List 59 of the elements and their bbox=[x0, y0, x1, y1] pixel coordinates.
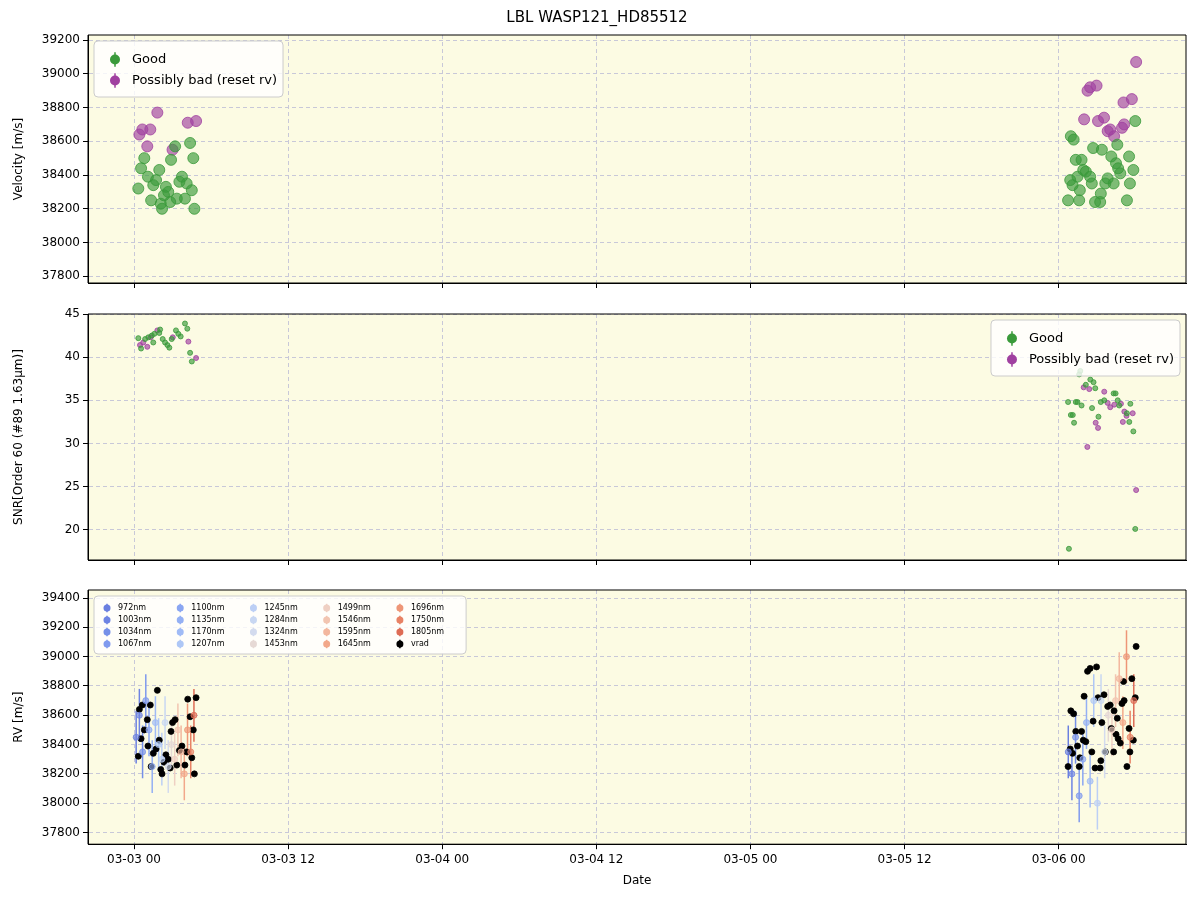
y-tick-label: 39200 bbox=[41, 32, 80, 47]
legend-label: Good bbox=[132, 50, 167, 66]
legend-label: 1750nm bbox=[410, 615, 445, 625]
legend-label: 1546nm bbox=[337, 615, 372, 625]
legend-label: 1324nm bbox=[264, 627, 298, 637]
x-tick-label: 03-03 00 bbox=[107, 851, 161, 866]
y-tick-label: 45 bbox=[64, 306, 80, 321]
legend-label: 1067nm bbox=[118, 639, 152, 649]
legend-label: 1696nm bbox=[410, 603, 445, 613]
y-axis-title: RV [m/s] bbox=[11, 691, 26, 743]
y-axis-title: SNR[Order 60 (#89 1.63μm)] bbox=[11, 349, 26, 525]
y-tick-label: 38800 bbox=[41, 678, 80, 693]
legend-label: 1453nm bbox=[264, 639, 298, 649]
legend-label: Good bbox=[1028, 329, 1064, 345]
x-tick-label: 03-05 12 bbox=[877, 851, 932, 866]
y-tick-label: 30 bbox=[64, 435, 80, 450]
x-tick-label: 03-04 12 bbox=[569, 851, 624, 866]
y-tick-label: 20 bbox=[64, 521, 80, 536]
y-tick-label: 38400 bbox=[41, 167, 80, 182]
y-tick-label: 37800 bbox=[41, 824, 80, 839]
x-tick-label: 03-06 00 bbox=[1031, 851, 1086, 866]
legend-label: 1645nm bbox=[337, 639, 372, 649]
legend-label: 1207nm bbox=[191, 639, 225, 649]
y-tick-label: 38800 bbox=[41, 99, 80, 114]
x-tick-label: 03-04 00 bbox=[415, 851, 470, 866]
y-tick-label: 25 bbox=[64, 478, 80, 493]
legend-label: 972nm bbox=[118, 603, 147, 613]
legend-label: vrad bbox=[410, 639, 429, 649]
x-tick-label: 03-03 12 bbox=[261, 851, 316, 866]
y-tick-label: 38600 bbox=[41, 707, 80, 722]
legend-label: 1499nm bbox=[337, 603, 372, 613]
legend-label: 1595nm bbox=[337, 627, 372, 637]
y-axis-title: Velocity [m/s] bbox=[11, 117, 26, 201]
legend-label: 1100nm bbox=[191, 603, 225, 613]
legend-label: Possibly bad (reset rv) bbox=[132, 71, 278, 87]
y-tick-label: 35 bbox=[64, 392, 80, 407]
legend-label: 1805nm bbox=[410, 627, 445, 637]
y-tick-label: 39200 bbox=[41, 619, 80, 634]
legend-label: 1135nm bbox=[191, 615, 225, 625]
x-axis-title: Date bbox=[622, 872, 652, 887]
y-tick-label: 38400 bbox=[41, 736, 80, 751]
legend-label: Possibly bad (reset rv) bbox=[1028, 350, 1175, 366]
y-tick-label: 38000 bbox=[41, 795, 80, 810]
y-tick-label: 39000 bbox=[41, 65, 80, 80]
legend-label: 1170nm bbox=[191, 627, 225, 637]
legend-label: 1284nm bbox=[264, 615, 298, 625]
legend-label: 1245nm bbox=[264, 603, 298, 613]
y-tick-label: 37800 bbox=[41, 268, 80, 283]
x-tick-label: 03-05 00 bbox=[723, 851, 778, 866]
y-tick-label: 39400 bbox=[41, 590, 80, 605]
y-tick-label: 39000 bbox=[41, 648, 80, 663]
y-tick-label: 38600 bbox=[41, 133, 80, 148]
y-tick-label: 38200 bbox=[41, 766, 80, 780]
legend-label: 1003nm bbox=[118, 615, 152, 625]
chart-title: LBL WASP121_HD85512 bbox=[506, 7, 688, 27]
legend-label: 1034nm bbox=[118, 627, 152, 637]
y-tick-label: 40 bbox=[64, 349, 80, 364]
y-tick-label: 38200 bbox=[41, 200, 80, 215]
y-tick-label: 38000 bbox=[41, 234, 80, 249]
